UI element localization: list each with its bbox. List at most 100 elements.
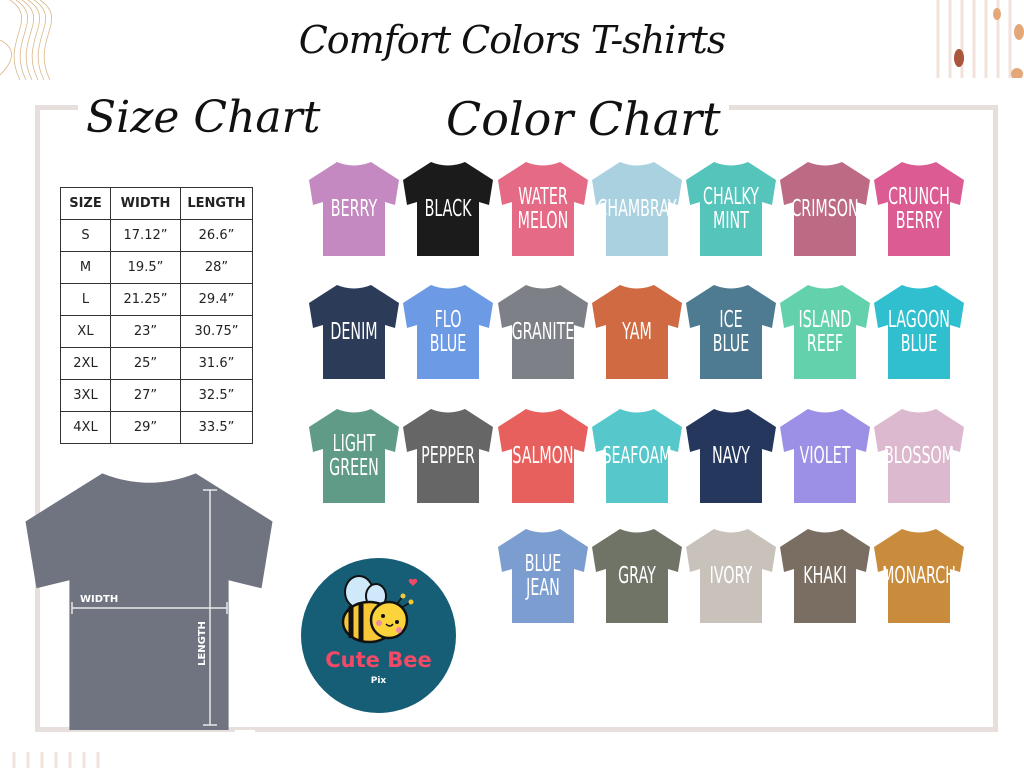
color-chart-heading: Color Chart xyxy=(438,92,729,146)
color-name-line: PEPPER xyxy=(421,443,475,469)
color-name-line: NAVY xyxy=(712,443,750,469)
color-name: YAM xyxy=(595,283,678,381)
tshirt-icon xyxy=(309,409,399,503)
length-cell: 31.6” xyxy=(180,347,253,380)
color-name-line: MELON xyxy=(517,208,569,234)
measure-lines xyxy=(71,489,228,726)
color-swatch-violet: VIOLET xyxy=(778,407,872,505)
color-swatch-pepper: PEPPER xyxy=(401,407,495,505)
color-swatch-lagoon-blue: LAGOON BLUE xyxy=(872,283,966,381)
color-name-line: YAM xyxy=(622,319,652,345)
length-cell: 28” xyxy=(180,251,253,284)
tshirt-icon xyxy=(686,162,776,256)
tshirt-icon xyxy=(874,409,964,503)
color-swatch-island-reef: ISLAND REEF xyxy=(778,283,872,381)
color-name-line: ISLAND xyxy=(798,307,852,333)
color-name: VIOLET xyxy=(783,407,866,505)
size-cell: 3XL xyxy=(60,379,111,412)
color-name: IVORY xyxy=(689,527,772,625)
color-swatch-salmon: SALMON xyxy=(496,407,590,505)
color-swatch-chambray: CHAMBRAY xyxy=(590,160,684,258)
color-name-line: BLUE xyxy=(524,551,562,577)
width-cell: 19.5” xyxy=(110,251,181,284)
size-chart-heading: Size Chart xyxy=(78,92,329,143)
color-swatch-crimson: CRIMSON xyxy=(778,160,872,258)
color-name: PEPPER xyxy=(406,407,489,505)
color-swatch-khaki: KHAKI xyxy=(778,527,872,625)
tshirt-icon xyxy=(780,162,870,256)
measurement-shirt-diagram: WIDTH LENGTH xyxy=(20,468,278,734)
width-cell: 27” xyxy=(110,379,181,412)
length-cell: 30.75” xyxy=(180,315,253,348)
color-name-line: KHAKI xyxy=(803,563,847,589)
color-name-line: MINT xyxy=(713,208,749,234)
wavy-lines-decoration xyxy=(0,0,52,80)
color-name: GRANITE xyxy=(501,283,584,381)
tshirt-icon xyxy=(498,285,588,379)
table-row: S 17.12” 26.6” xyxy=(60,219,253,252)
page-title: Comfort Colors T-shirts xyxy=(298,18,727,62)
color-name-line: REEF xyxy=(806,331,844,357)
tshirt-icon xyxy=(874,162,964,256)
color-name: BLOSSOM xyxy=(877,407,960,505)
color-swatch-berry: BERRY xyxy=(307,160,401,258)
color-name: CHAMBRAY xyxy=(595,160,678,258)
logo-subtitle: Pix xyxy=(370,676,387,686)
length-cell: 33.5” xyxy=(180,411,253,444)
length-cell: 29.4” xyxy=(180,283,253,316)
color-name: CRUNCH BERRY xyxy=(877,160,960,258)
column-header: LENGTH xyxy=(180,187,253,220)
size-cell: 2XL xyxy=(60,347,111,380)
color-name: DENIM xyxy=(312,283,395,381)
color-name-line: LIGHT xyxy=(332,431,376,457)
tshirt-icon xyxy=(403,285,493,379)
color-name-line: CRUNCH xyxy=(888,184,950,210)
color-name-line: GRANITE xyxy=(511,319,575,345)
color-name: WATER MELON xyxy=(501,160,584,258)
size-cell: 4XL xyxy=(60,411,111,444)
color-name-line: CHALKY xyxy=(703,184,759,210)
color-name-line: CHAMBRAY xyxy=(597,196,677,222)
color-swatch-crunch-berry: CRUNCH BERRY xyxy=(872,160,966,258)
tshirt-icon xyxy=(592,162,682,256)
color-name-line: IVORY xyxy=(709,563,753,589)
color-name-line: CRIMSON xyxy=(791,196,859,222)
color-name: CHALKY MINT xyxy=(689,160,772,258)
width-cell: 23” xyxy=(110,315,181,348)
color-name-line: VIOLET xyxy=(799,443,851,469)
tshirt-icon xyxy=(592,409,682,503)
logo-name: Cute Bee xyxy=(325,648,432,672)
color-swatch-denim: DENIM xyxy=(307,283,401,381)
width-cell: 17.12” xyxy=(110,219,181,252)
color-swatch-flo-blue: FLO BLUE xyxy=(401,283,495,381)
color-name-line: DENIM xyxy=(330,319,378,345)
table-row: 3XL 27” 32.5” xyxy=(60,379,253,412)
column-header: WIDTH xyxy=(110,187,181,220)
table-row: 2XL 25” 31.6” xyxy=(60,347,253,380)
color-name-line: MONARCH xyxy=(882,563,956,589)
tshirt-icon xyxy=(403,409,493,503)
tshirt-icon xyxy=(309,285,399,379)
color-name: CRIMSON xyxy=(783,160,866,258)
color-name-line: BLACK xyxy=(424,196,472,222)
size-cell: S xyxy=(60,219,111,252)
table-row: XL 23” 30.75” xyxy=(60,315,253,348)
color-swatch-ice-blue: ICE BLUE xyxy=(684,283,778,381)
color-swatch-monarch: MONARCH xyxy=(872,527,966,625)
width-cell: 29” xyxy=(110,411,181,444)
column-header: SIZE xyxy=(60,187,111,220)
color-swatch-gray: GRAY xyxy=(590,527,684,625)
color-name-line: BERRY xyxy=(330,196,378,222)
tshirt-icon xyxy=(874,285,964,379)
table-row: L 21.25” 29.4” xyxy=(60,283,253,316)
tshirt-icon xyxy=(780,409,870,503)
tshirt-icon xyxy=(592,285,682,379)
color-name: LIGHT GREEN xyxy=(312,407,395,505)
tshirt-icon xyxy=(686,409,776,503)
tshirt-icon xyxy=(309,162,399,256)
color-swatch-chalky-mint: CHALKY MINT xyxy=(684,160,778,258)
color-name-line: BLUE xyxy=(429,331,467,357)
color-name-line: ICE xyxy=(719,307,743,333)
stripes-dots-decoration xyxy=(936,0,1024,78)
cute-bee-logo: Cute Bee Pix xyxy=(301,558,456,713)
